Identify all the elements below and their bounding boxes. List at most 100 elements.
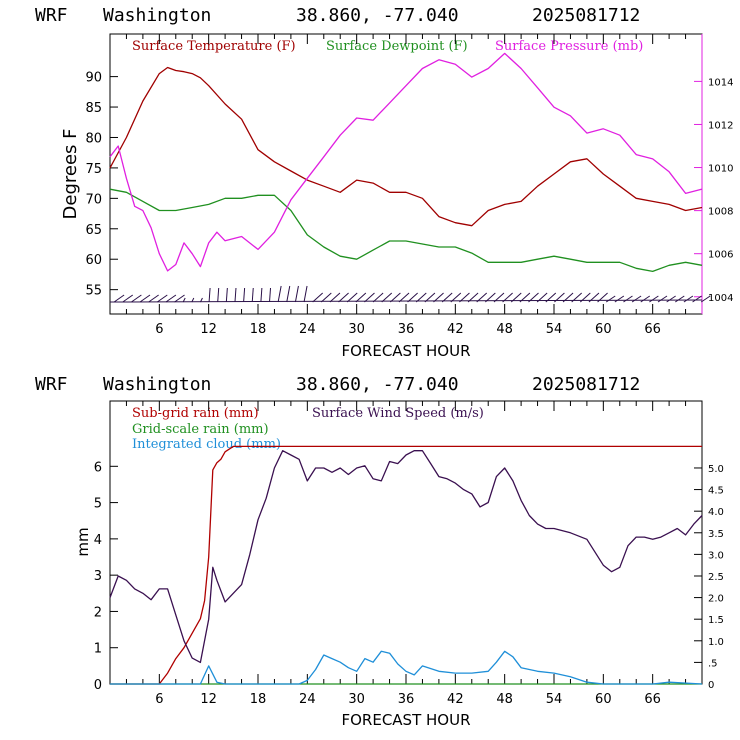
- legend-integrated-cloud: Integrated cloud (mm): [132, 437, 281, 452]
- wind-barb: [355, 292, 367, 303]
- series-line-integrated-cloud-mm: [110, 650, 703, 685]
- y2-tick-label: 1004: [708, 293, 733, 304]
- x-tick-label: 18: [250, 322, 267, 337]
- header-run: 2025081712: [532, 374, 640, 395]
- wind-barb: [364, 292, 375, 303]
- header-coords: 38.860, -77.040: [296, 374, 459, 395]
- wind-barb: [174, 294, 185, 303]
- y-tick-label: 70: [85, 192, 102, 207]
- header-location: Washington: [103, 374, 211, 395]
- wind-barb: [623, 295, 633, 303]
- top-plot-frame: [109, 33, 703, 315]
- x-tick-label: 18: [250, 692, 267, 707]
- header-model: WRF: [35, 374, 68, 395]
- wind-barb: [139, 294, 151, 303]
- wind-barb: [277, 285, 282, 303]
- x-tick-label: 36: [398, 692, 415, 707]
- wind-barb: [243, 287, 246, 303]
- y-tick-label: 75: [85, 162, 102, 177]
- wind-barb: [675, 295, 685, 303]
- y-tick-label: 2: [94, 605, 102, 620]
- wind-barb: [208, 287, 211, 303]
- header-coords: 38.860, -77.040: [296, 5, 459, 26]
- legend-subgrid-rain: Sub-grid rain (mm): [132, 406, 259, 421]
- wind-barb: [156, 294, 168, 303]
- wind-barb: [217, 287, 220, 303]
- y-tick-label: 80: [85, 131, 102, 146]
- header-location: Washington: [103, 5, 211, 26]
- y2-tick-label: 5.0: [708, 464, 724, 475]
- wind-barb: [269, 287, 272, 303]
- wind-barb: [692, 295, 702, 303]
- x-tick-label: 12: [200, 692, 217, 707]
- wind-barb: [329, 292, 341, 303]
- wind-barb: [234, 287, 237, 303]
- wind-barb: [372, 292, 384, 303]
- wind-barb: [122, 294, 134, 303]
- y-tick-label: 0: [94, 678, 102, 693]
- wind-barb: [398, 292, 410, 303]
- y-tick-label: 6: [94, 460, 102, 475]
- legend-wind-speed: Surface Wind Speed (m/s): [312, 406, 484, 421]
- wind-barb-baseline: [109, 299, 703, 303]
- series-line-sub-grid-rain-mm: [110, 445, 702, 685]
- x-tick-label: 6: [155, 322, 163, 337]
- wind-barb: [320, 292, 332, 303]
- y2-tick-label: 1010: [708, 164, 733, 175]
- x-tick-label: 66: [644, 692, 661, 707]
- y2-tick-label: 1008: [708, 207, 733, 218]
- wind-barb: [165, 294, 177, 303]
- y-tick-label: 5: [94, 497, 102, 512]
- header-run: 2025081712: [532, 5, 640, 26]
- x-tick-label: 36: [398, 322, 415, 337]
- wind-barb: [148, 294, 159, 303]
- top-panel-header: WRF Washington 38.860, -77.040 202508171…: [35, 5, 640, 26]
- wind-barb: [657, 295, 668, 303]
- wind-barb: [294, 285, 299, 303]
- x-tick-label: 48: [496, 692, 513, 707]
- wind-barb: [640, 295, 651, 303]
- wind-barb: [251, 287, 254, 303]
- y2-tick-label: 3.5: [708, 529, 724, 540]
- legend-pressure: Surface Pressure (mb): [495, 39, 643, 54]
- wind-barb: [260, 287, 263, 303]
- legend-dewpoint: Surface Dewpoint (F): [326, 39, 468, 54]
- header-model: WRF: [35, 5, 68, 26]
- x-tick-label: 30: [348, 692, 365, 707]
- series-lines: [109, 52, 703, 685]
- series-line-surface-dewpoint-f: [109, 188, 703, 273]
- wind-barbs: [109, 285, 711, 303]
- y2-tick-label: 1.5: [708, 615, 724, 626]
- x-tick-label: 24: [299, 322, 316, 337]
- x-tick-label: 42: [447, 322, 464, 337]
- y-tick-label: 65: [85, 223, 102, 238]
- y2-tick-label: 2.0: [708, 594, 724, 605]
- x-tick-label: 54: [546, 322, 563, 337]
- wind-barb: [683, 295, 694, 303]
- x-tick-label: 48: [496, 322, 513, 337]
- wind-barb: [225, 287, 228, 303]
- y2-tick-label: 1.0: [708, 637, 724, 648]
- legend-gridscale-rain: Grid-scale rain (mm): [132, 422, 269, 437]
- series-line-surface-pressure-mb: [109, 52, 703, 272]
- series-line-surface-wind-speed-m-s: [109, 450, 703, 664]
- wind-barb: [312, 292, 324, 303]
- top-legend: Surface Temperature (F) Surface Dewpoint…: [132, 39, 643, 54]
- axis-ticks: 6 12 18 24 30 36 42 48 54 60 665560657075808590100…: [85, 34, 733, 707]
- y2-tick-label: 0: [708, 680, 714, 691]
- y2-tick-label: 1014: [708, 77, 733, 88]
- y2-tick-label: 4.0: [708, 507, 724, 518]
- y-tick-label: 1: [94, 642, 102, 657]
- wind-barb: [338, 292, 349, 303]
- series-line-surface-temperature-f: [109, 66, 703, 227]
- x-tick-label: 30: [348, 322, 365, 337]
- y-tick-label: 55: [85, 284, 102, 299]
- wind-barb: [700, 295, 711, 303]
- top-y-axis-label: Degrees F: [60, 129, 81, 220]
- y-tick-label: 85: [85, 101, 102, 116]
- y-tick-label: 60: [85, 253, 102, 268]
- wind-barb: [381, 292, 393, 303]
- y-tick-label: 4: [94, 533, 102, 548]
- x-tick-label: 6: [155, 692, 163, 707]
